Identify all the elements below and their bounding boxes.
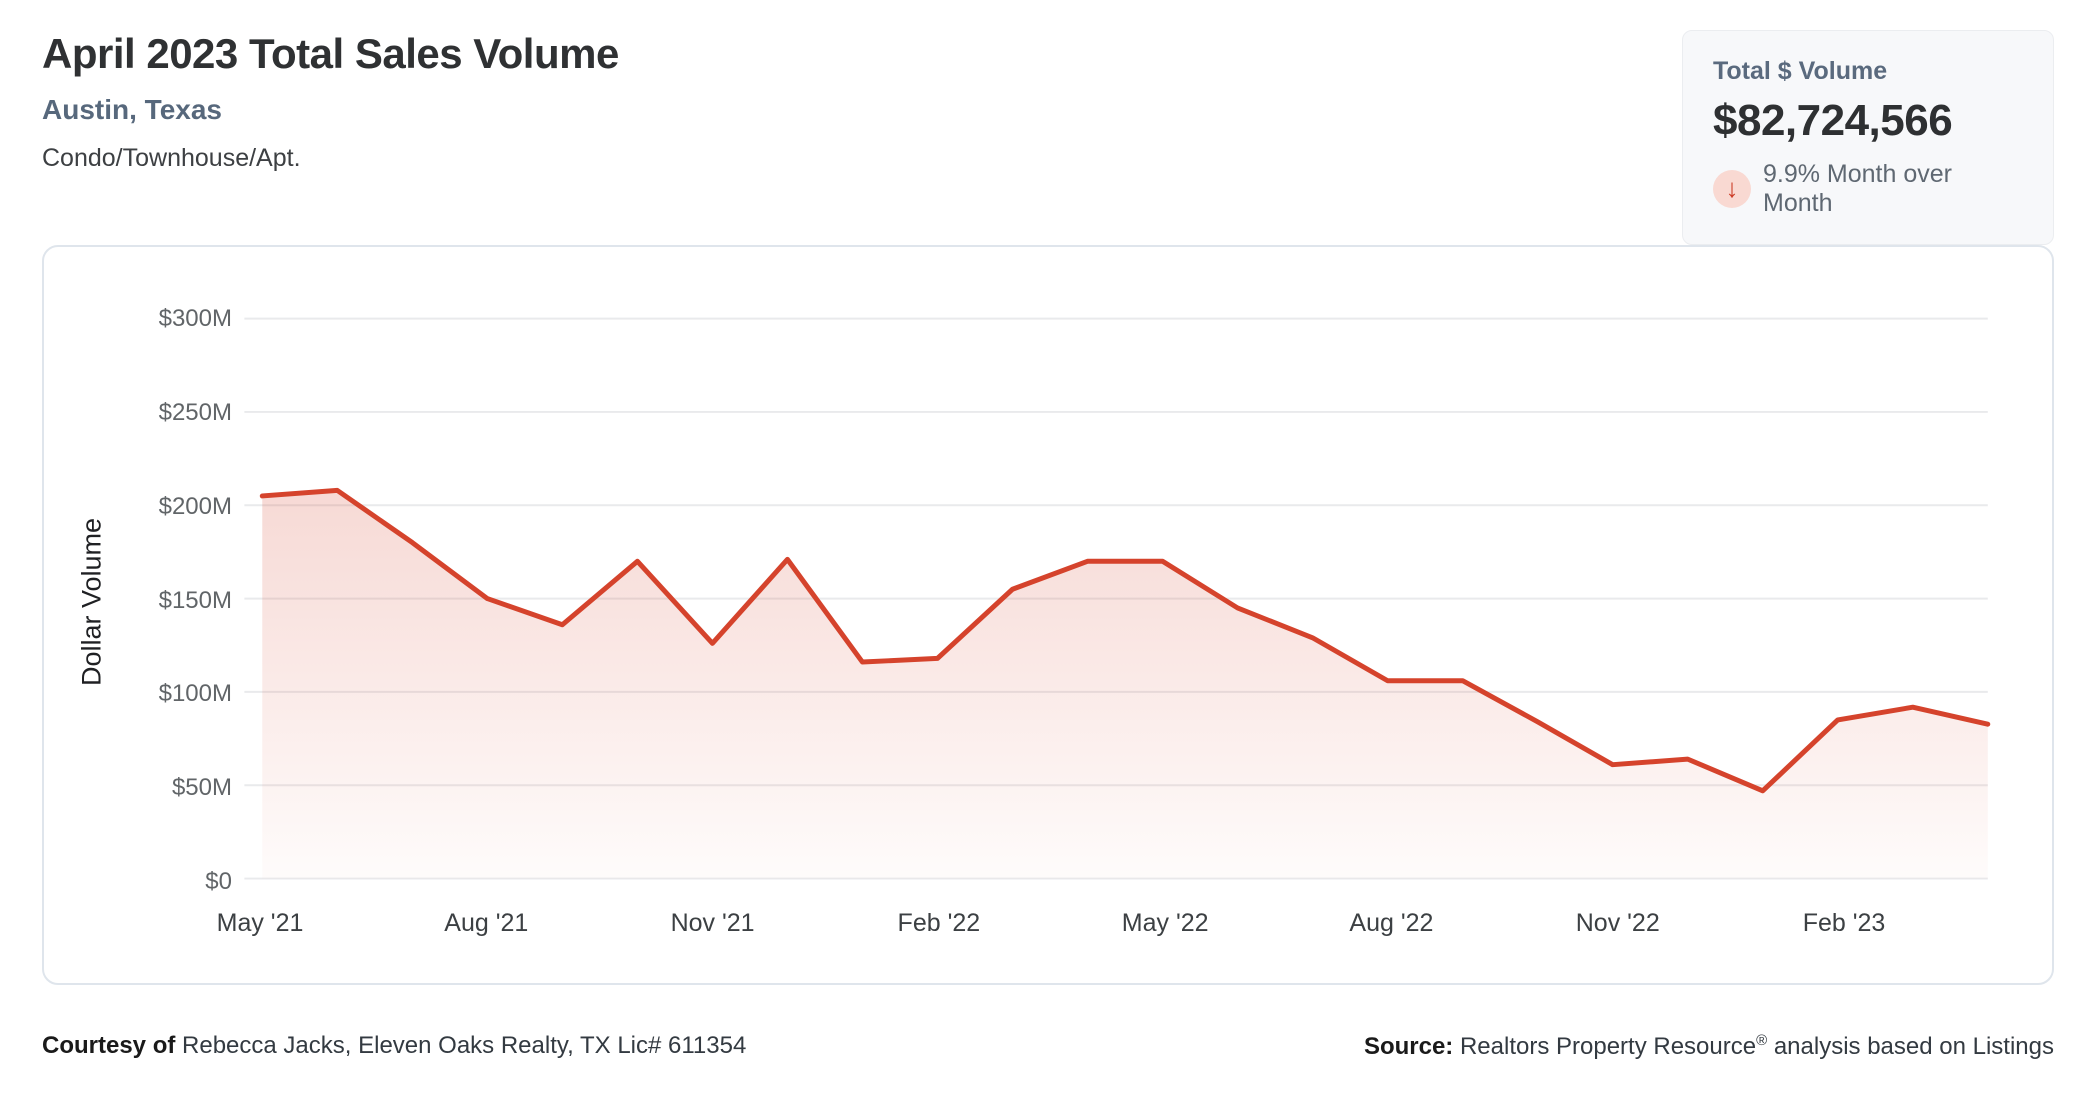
report-header: April 2023 Total Sales Volume Austin, Te… xyxy=(42,30,619,173)
location-subtitle: Austin, Texas xyxy=(42,94,222,125)
y-tick-label: $250M xyxy=(158,398,232,426)
stat-value: $82,724,566 xyxy=(1713,96,1953,145)
page-title: April 2023 Total Sales Volume xyxy=(42,30,619,77)
x-tick-label: Feb '23 xyxy=(1802,909,1886,937)
x-tick-label: Nov '21 xyxy=(670,909,755,937)
x-tick-label: Aug '21 xyxy=(444,909,529,937)
stat-change-text: 9.9% Month over Month xyxy=(1763,160,1952,217)
y-tick-label: $200M xyxy=(158,492,232,520)
y-tick-label: $150M xyxy=(158,586,232,614)
x-tick-label: May '21 xyxy=(216,909,304,937)
y-tick-label: $0 xyxy=(205,868,232,895)
source-label: Source: xyxy=(1363,1033,1454,1060)
total-volume-stat-card: Total $ Volume $82,724,566 ↓ 9.9% Month … xyxy=(1682,30,2054,245)
x-tick-label: Aug '22 xyxy=(1349,909,1434,937)
sales-volume-chart-card: $0 $50M $100M $150M $200M $250M $300M May '21 A… xyxy=(42,245,2054,985)
y-axis-title: Dollar Volume xyxy=(76,517,107,687)
y-tick-label: $50M xyxy=(171,774,232,802)
arrow-down-icon: ↓ xyxy=(1725,173,1739,203)
x-tick-label: Feb '22 xyxy=(897,909,981,937)
stat-change-row: ↓ 9.9% Month over Month xyxy=(1713,160,2023,218)
stat-label: Total $ Volume xyxy=(1713,57,1888,85)
courtesy-label: Courtesy of xyxy=(42,1032,176,1059)
source-text: Realtors Property Resource xyxy=(1453,1033,1757,1060)
registered-trademark-symbol: ® xyxy=(1756,1032,1768,1049)
source-note: Source: Realtors Property Resource® anal… xyxy=(1364,1032,2054,1061)
y-tick-label: $300M xyxy=(158,305,232,332)
line-area-chart xyxy=(244,317,1991,880)
property-type-label: Condo/Townhouse/Apt. xyxy=(42,144,301,172)
arrow-down-badge: ↓ xyxy=(1713,170,1751,208)
source-text-post: analysis based on Listings xyxy=(1767,1033,2054,1060)
courtesy-note: Courtesy of Rebecca Jacks, Eleven Oaks R… xyxy=(42,1032,746,1060)
x-tick-label: May '22 xyxy=(1121,909,1209,937)
courtesy-text: Rebecca Jacks, Eleven Oaks Realty, TX Li… xyxy=(175,1032,747,1059)
x-tick-label: Nov '22 xyxy=(1575,909,1660,937)
y-tick-label: $100M xyxy=(158,680,232,708)
